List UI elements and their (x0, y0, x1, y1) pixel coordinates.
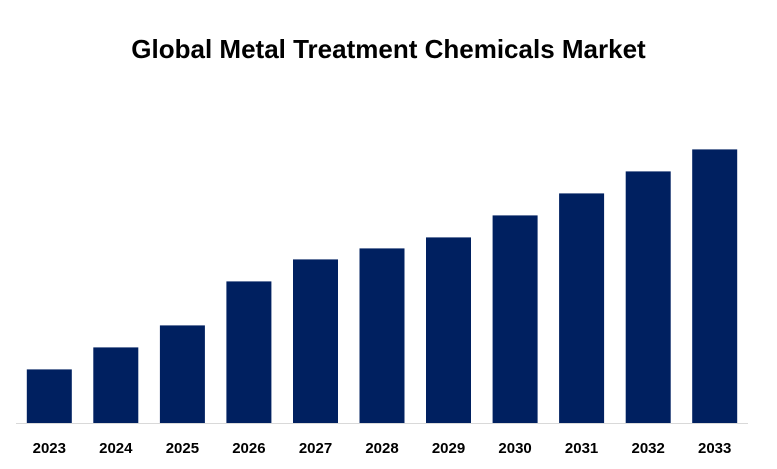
x-tick-label-2026: 2026 (232, 440, 265, 457)
x-tick-label-2027: 2027 (299, 440, 332, 457)
bar-2023 (26, 369, 72, 423)
bar-2029 (426, 237, 471, 423)
bar-2032 (625, 171, 671, 423)
bar-2027 (293, 259, 338, 423)
x-tick-label-2024: 2024 (99, 440, 133, 457)
x-tick-label-2025: 2025 (166, 440, 199, 457)
x-tick-label-2032: 2032 (632, 440, 665, 457)
chart-title: Global Metal Treatment Chemicals Market (131, 34, 646, 64)
x-tick-label-2030: 2030 (498, 440, 531, 457)
bar-2024 (93, 347, 139, 423)
x-tick-label-2031: 2031 (565, 440, 598, 457)
bar-2031 (559, 193, 605, 423)
x-tick-label-2033: 2033 (698, 440, 731, 457)
bar-2028 (359, 248, 405, 423)
x-tick-label-2029: 2029 (432, 440, 465, 457)
bar-2033 (692, 149, 738, 423)
bar-2025 (159, 325, 205, 423)
bar-2026 (226, 281, 272, 423)
x-tick-label-2028: 2028 (365, 440, 398, 457)
bar-2030 (492, 215, 538, 423)
x-tick-label-2023: 2023 (33, 440, 66, 457)
